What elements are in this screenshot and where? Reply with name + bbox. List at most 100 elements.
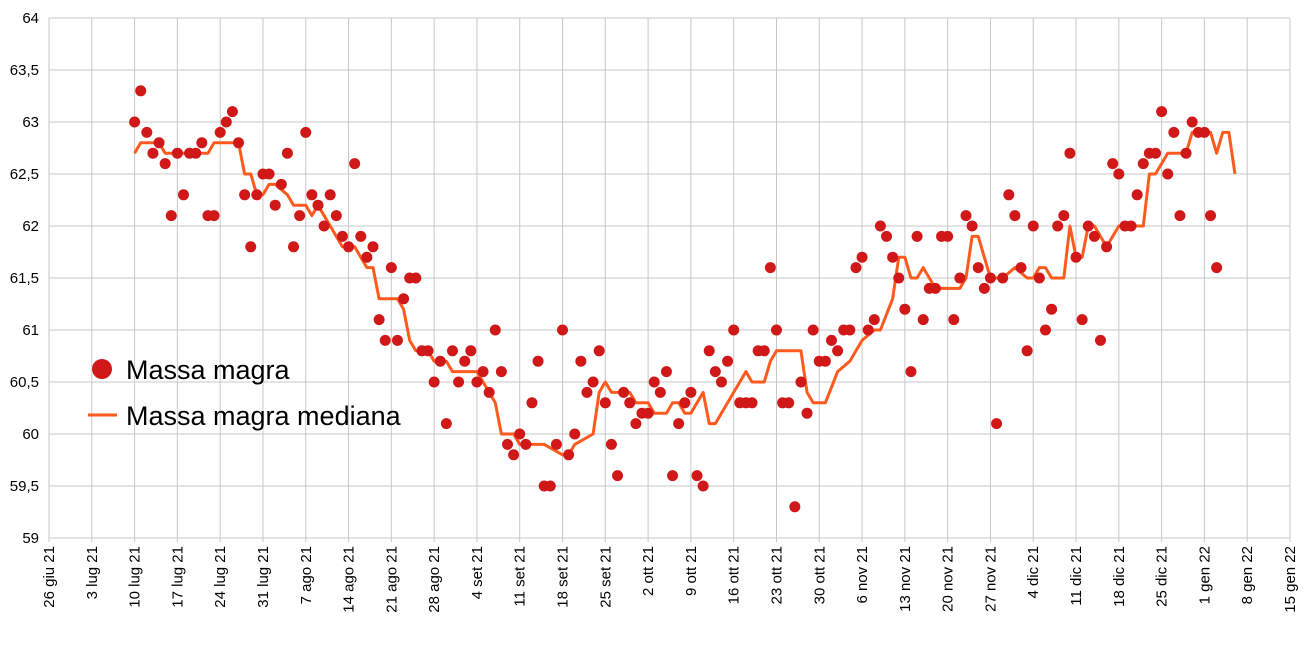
y-tick-label: 61,5: [10, 270, 39, 287]
data-point: [526, 397, 538, 409]
data-point: [862, 324, 874, 336]
data-point: [599, 397, 611, 409]
data-point: [660, 366, 672, 378]
data-point: [367, 241, 379, 253]
data-point: [263, 168, 275, 180]
data-point: [954, 272, 966, 284]
x-tick-label: 28 ago 21: [426, 546, 443, 613]
data-point: [673, 418, 685, 430]
data-point: [887, 251, 899, 263]
data-point: [165, 210, 177, 222]
data-point: [905, 366, 917, 378]
data-point: [605, 438, 617, 450]
data-point: [630, 418, 642, 430]
data-point: [453, 376, 465, 388]
data-point: [1064, 147, 1076, 159]
median-line: [133, 130, 1237, 457]
x-tick-label: 4 dic 21: [1025, 546, 1042, 599]
data-point: [281, 147, 293, 159]
data-point: [850, 262, 862, 274]
data-point: [147, 147, 159, 159]
data-point: [1046, 303, 1058, 315]
x-tick-label: 8 gen 22: [1239, 546, 1256, 604]
data-point: [587, 376, 599, 388]
data-point: [1156, 106, 1168, 118]
data-point: [361, 251, 373, 263]
data-point: [826, 334, 838, 346]
data-point: [177, 189, 189, 201]
y-tick-label: 62,5: [10, 166, 39, 183]
x-tick-label: 7 ago 21: [298, 546, 315, 604]
data-point: [966, 220, 978, 232]
data-point: [288, 241, 300, 253]
data-point: [1137, 158, 1149, 170]
data-point: [557, 324, 569, 336]
median-series: [133, 130, 1237, 457]
data-point: [575, 355, 587, 367]
data-point: [618, 386, 630, 398]
data-point: [612, 470, 624, 482]
x-tick-label: 17 lug 21: [169, 546, 186, 608]
x-tick-label: 16 ott 21: [726, 546, 743, 604]
x-tick-label: 6 nov 21: [854, 546, 871, 604]
data-point: [783, 397, 795, 409]
data-point: [1003, 189, 1015, 201]
x-tick-label: 14 ago 21: [341, 546, 358, 613]
data-point: [245, 241, 257, 253]
x-tick-label: 24 lug 21: [212, 546, 229, 608]
data-point: [434, 355, 446, 367]
data-point: [789, 501, 801, 513]
data-point: [1058, 210, 1070, 222]
x-tick-label: 4 set 21: [469, 546, 486, 599]
data-point: [1088, 230, 1100, 242]
data-point: [251, 189, 263, 201]
data-point: [196, 137, 208, 149]
x-tick-label: 27 nov 21: [982, 546, 999, 612]
data-point: [569, 428, 581, 440]
data-point: [881, 230, 893, 242]
legend-label-line: Massa magra mediana: [126, 401, 402, 431]
data-point: [294, 210, 306, 222]
data-point: [991, 418, 1003, 430]
data-point: [654, 386, 666, 398]
data-point: [697, 480, 709, 492]
data-point: [874, 220, 886, 232]
data-point: [984, 272, 996, 284]
data-point: [642, 407, 654, 419]
x-tick-label: 11 set 21: [512, 546, 529, 607]
data-point: [1039, 324, 1051, 336]
data-point: [208, 210, 220, 222]
data-point: [446, 345, 458, 357]
y-tick-label: 64: [22, 10, 39, 27]
data-point: [1107, 158, 1119, 170]
data-point: [532, 355, 544, 367]
y-tick-label: 61: [22, 322, 39, 339]
x-tick-label: 20 nov 21: [940, 546, 957, 612]
data-point: [997, 272, 1009, 284]
data-point: [581, 386, 593, 398]
data-point: [746, 397, 758, 409]
data-point: [893, 272, 905, 284]
data-point: [1094, 334, 1106, 346]
x-tick-label: 25 dic 21: [1154, 546, 1171, 607]
data-point: [226, 106, 238, 118]
x-tick-label: 9 ott 21: [683, 546, 700, 596]
data-point: [440, 418, 452, 430]
data-point: [1186, 116, 1198, 128]
data-point: [141, 126, 153, 138]
data-point: [929, 282, 941, 294]
x-tick-label: 13 nov 21: [897, 546, 914, 612]
data-point: [722, 355, 734, 367]
data-point: [495, 366, 507, 378]
data-point: [1125, 220, 1137, 232]
y-tick-label: 60,5: [10, 374, 39, 391]
data-point: [709, 366, 721, 378]
data-point: [1131, 189, 1143, 201]
data-point: [1015, 262, 1027, 274]
data-point: [563, 449, 575, 461]
y-tick-label: 60: [22, 426, 39, 443]
data-point: [379, 334, 391, 346]
data-point: [465, 345, 477, 357]
data-point: [1113, 168, 1125, 180]
